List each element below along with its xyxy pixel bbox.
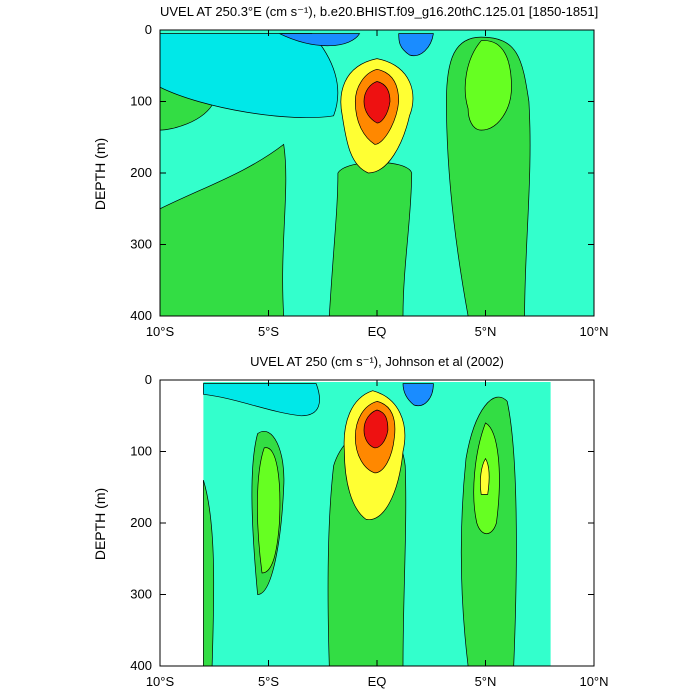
panel-1-plot-area xyxy=(160,30,594,316)
y-tick-label: 400 xyxy=(130,308,152,323)
y-tick-label: 100 xyxy=(130,94,152,109)
x-tick-label: 10°S xyxy=(146,324,175,339)
x-tick-label: EQ xyxy=(368,324,387,339)
x-tick-label: 10°N xyxy=(579,324,608,339)
panel-2: 10°S 5°S EQ 5°N 10°N 0 100 200 300 400 xyxy=(130,372,608,689)
y-tick-label: 100 xyxy=(130,444,152,459)
x-tick-label: 10°S xyxy=(146,674,175,689)
contour-region xyxy=(257,447,281,574)
contour-region xyxy=(160,33,339,118)
y-tick-label: 300 xyxy=(130,237,152,252)
y-tick-label: 0 xyxy=(145,22,152,37)
x-tick-label: 5°N xyxy=(475,324,497,339)
y-tick-label: 200 xyxy=(130,515,152,530)
x-tick-label: 5°S xyxy=(258,674,279,689)
panel-1: 10°S 5°S EQ 5°N 10°N 0 100 200 300 400 xyxy=(130,22,608,339)
contour-region xyxy=(464,40,512,131)
contour-region xyxy=(160,143,287,316)
contour-region xyxy=(402,383,434,407)
contour-region xyxy=(398,33,434,57)
x-tick-label: EQ xyxy=(368,674,387,689)
contour-region xyxy=(328,161,413,316)
panel-2-plot-area xyxy=(203,382,551,666)
contour-region xyxy=(203,479,215,666)
y-tick-label: 400 xyxy=(130,658,152,673)
contour-region xyxy=(203,383,320,417)
contour-region xyxy=(363,81,391,124)
x-tick-label: 5°N xyxy=(475,674,497,689)
contour-region xyxy=(363,409,389,449)
panel-1-title: UVEL AT 250.3°E (cm s⁻¹), b.e20.BHIST.f0… xyxy=(160,4,599,19)
contour-region xyxy=(279,33,361,47)
x-tick-label: 5°S xyxy=(258,324,279,339)
panel-2-title: UVEL AT 250 (cm s⁻¹), Johnson et al (200… xyxy=(250,354,504,369)
x-tick-label: 10°N xyxy=(579,674,608,689)
y-tick-label: 300 xyxy=(130,587,152,602)
y-tick-label: 200 xyxy=(130,165,152,180)
y-tick-label: 0 xyxy=(145,372,152,387)
contour-region xyxy=(479,457,490,495)
